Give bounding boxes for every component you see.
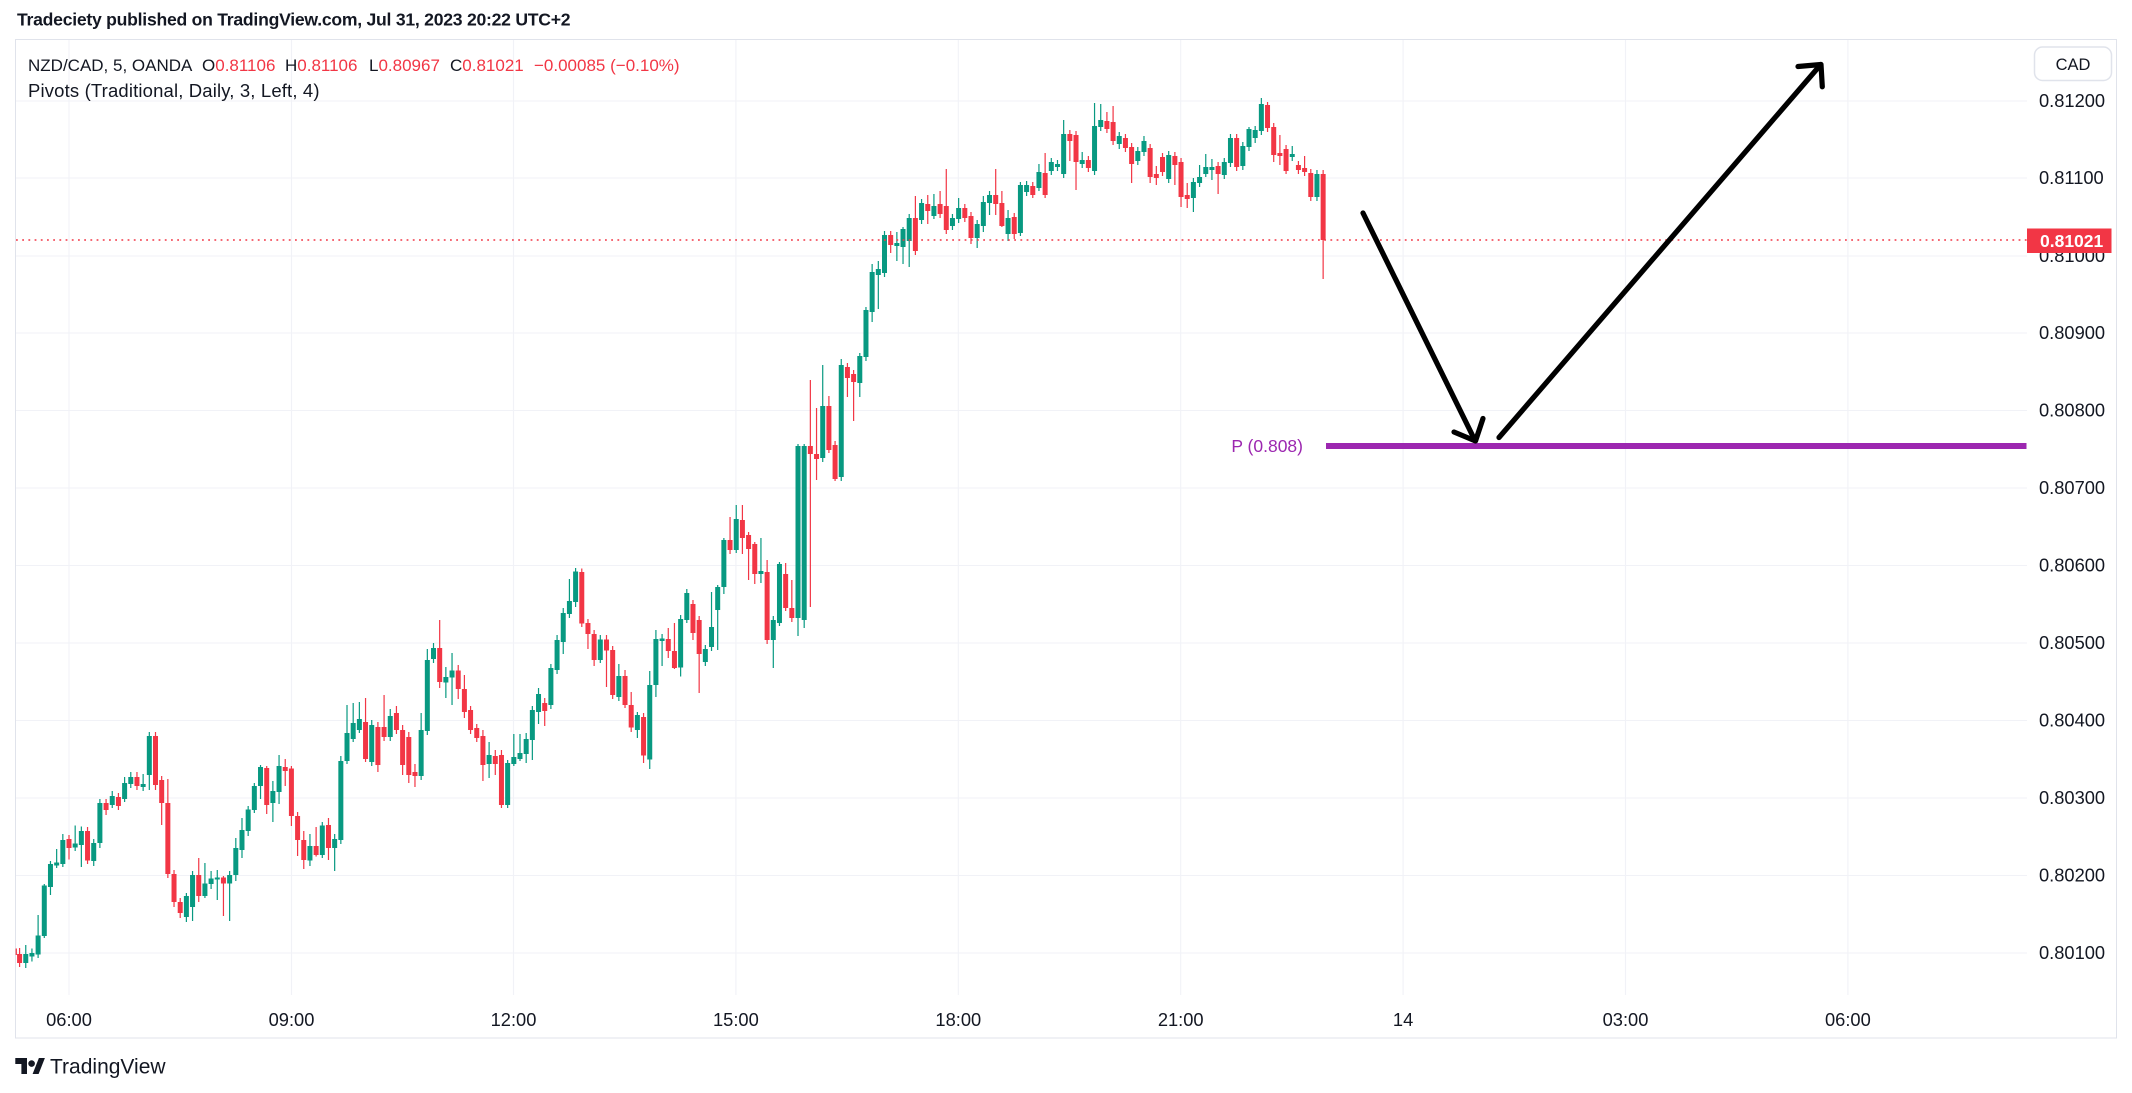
svg-text:18:00: 18:00 [935, 1009, 981, 1030]
svg-text:14: 14 [1393, 1009, 1413, 1030]
svg-text:0.80100: 0.80100 [2039, 942, 2105, 963]
svg-text:0.81021: 0.81021 [2040, 231, 2104, 251]
svg-text:P (0.808): P (0.808) [1231, 436, 1303, 456]
svg-text:CAD: CAD [2056, 56, 2091, 74]
svg-text:06:00: 06:00 [1825, 1009, 1871, 1030]
svg-text:Pivots (Traditional, Daily, 3,: Pivots (Traditional, Daily, 3, Left, 4) [28, 80, 320, 101]
svg-text:0.80500: 0.80500 [2039, 632, 2105, 653]
svg-text:0.81200: 0.81200 [2039, 90, 2105, 111]
svg-text:O0.81106: O0.81106 [202, 56, 275, 75]
svg-text:L0.80967: L0.80967 [369, 56, 440, 75]
svg-text:03:00: 03:00 [1603, 1009, 1649, 1030]
svg-text:15:00: 15:00 [713, 1009, 759, 1030]
svg-text:0.80300: 0.80300 [2039, 787, 2105, 808]
svg-text:TradingView: TradingView [50, 1056, 166, 1079]
svg-text:0.81100: 0.81100 [2039, 167, 2104, 188]
svg-text:−0.00085 (−0.10%): −0.00085 (−0.10%) [534, 56, 680, 75]
svg-text:0.80900: 0.80900 [2039, 322, 2105, 343]
svg-text:21:00: 21:00 [1158, 1009, 1204, 1030]
svg-text:06:00: 06:00 [46, 1009, 92, 1030]
svg-text:C0.81021: C0.81021 [450, 56, 524, 75]
svg-text:0.80200: 0.80200 [2039, 865, 2105, 886]
svg-text:0.80400: 0.80400 [2039, 710, 2105, 731]
svg-text:0.80700: 0.80700 [2039, 477, 2105, 498]
svg-text:Tradeciety published on Tradin: Tradeciety published on TradingView.com,… [17, 10, 571, 30]
svg-text:12:00: 12:00 [491, 1009, 537, 1030]
svg-text:0.80800: 0.80800 [2039, 400, 2105, 421]
svg-text:H0.81106: H0.81106 [285, 56, 357, 75]
svg-text:09:00: 09:00 [269, 1009, 315, 1030]
svg-text:0.80600: 0.80600 [2039, 555, 2105, 576]
svg-text:NZD/CAD, 5, OANDA: NZD/CAD, 5, OANDA [28, 56, 193, 75]
